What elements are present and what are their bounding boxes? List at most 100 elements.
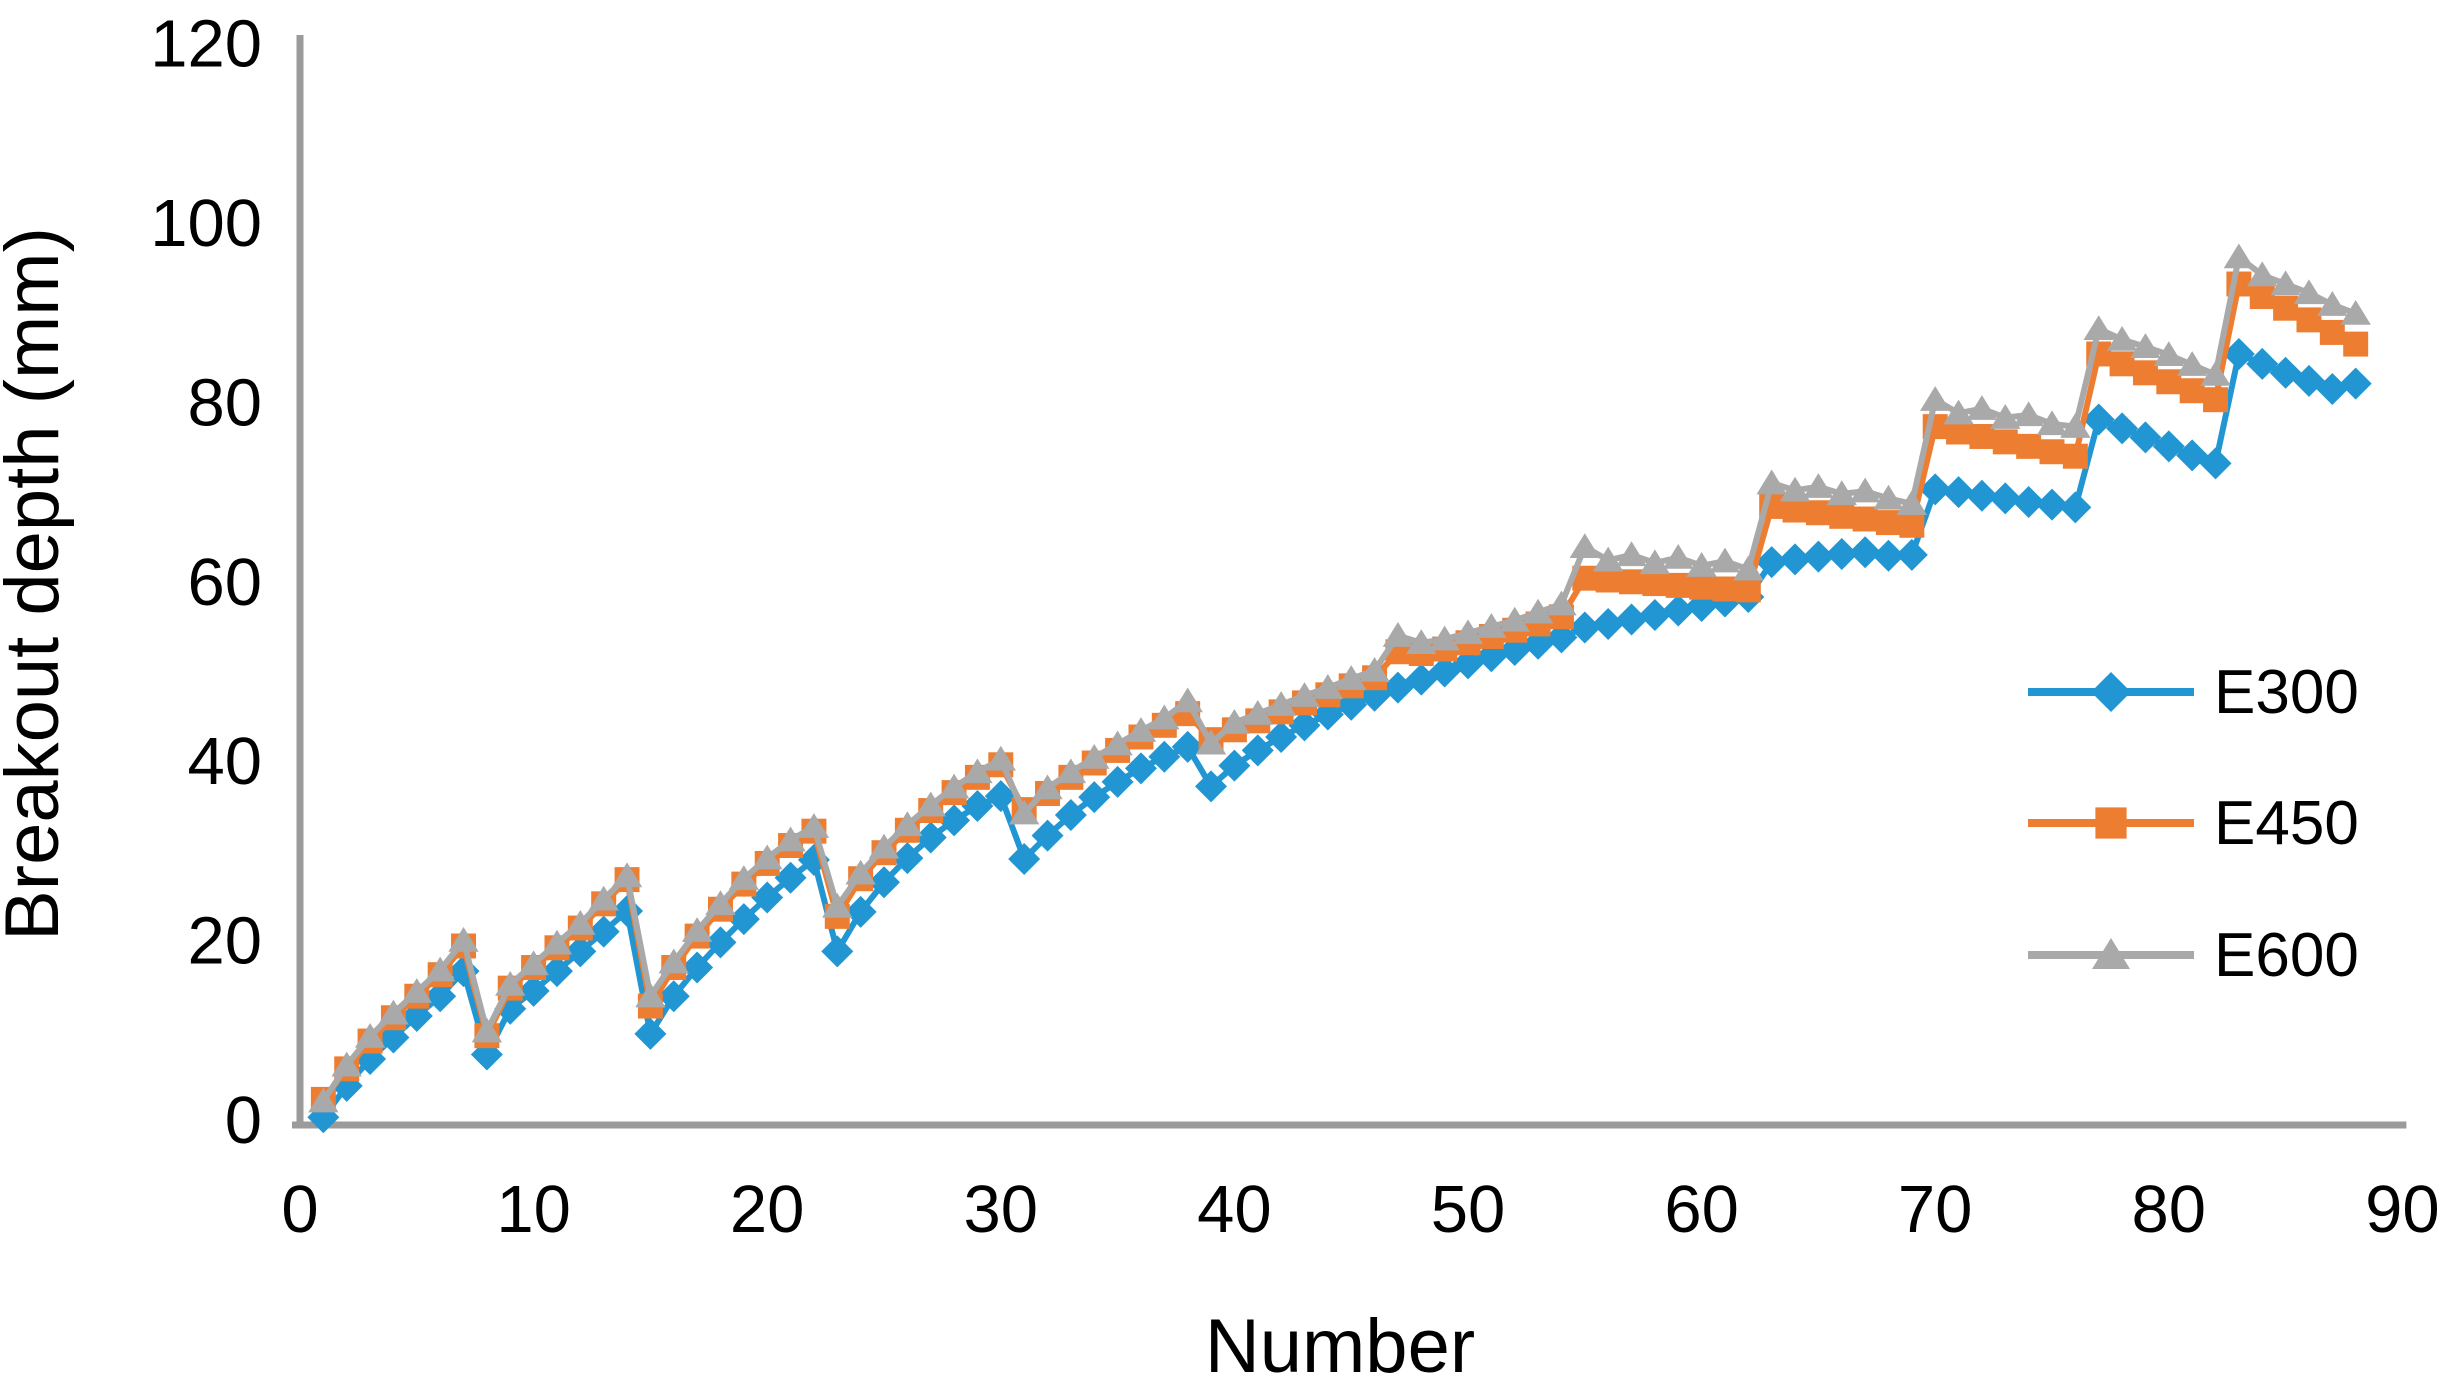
e300-diamond-marker [2036,488,2068,521]
e600-triangle-marker [845,859,876,885]
y-tick-label: 0 [225,1083,262,1158]
e450-square-marker [2249,284,2275,310]
e600-triangle-marker [1803,473,1834,498]
e600-triangle-marker [308,1087,339,1113]
e300-diamond-marker [1452,647,1484,680]
e450-square-marker [2156,369,2182,395]
e600-triangle-marker [1172,687,1203,713]
e600-triangle-marker [1265,691,1297,716]
e300-diamond-marker [1078,781,1111,814]
e300-diamond-marker [704,926,737,959]
e600-triangle-marker [2293,279,2325,305]
e300-diamond-marker [2152,430,2185,463]
e300-diamond-marker [1568,611,1601,644]
e300-diamond-marker [1965,479,1998,512]
e300-diamond-marker [564,935,597,968]
e450-square-marker [1619,569,1644,595]
y-axis-title: Breakout depth (mm) [0,227,75,941]
series-line-e600 [320,254,2357,1103]
e300-diamond-marker [751,881,784,914]
e450-square-marker [1689,574,1715,600]
e600-triangle-marker [1569,533,1600,559]
e600-triangle-marker [2060,413,2091,438]
e600-triangle-marker [1382,622,1414,647]
e300-diamond-marker [1195,770,1228,803]
e300-diamond-marker [377,1021,410,1054]
e600-triangle-marker [868,833,900,859]
e600-triangle-marker [2013,401,2044,427]
e450-square-marker [1852,506,1878,532]
e300-diamond-marker [1288,709,1321,742]
e600-triangle-marker [681,917,713,942]
e300-diamond-marker [2246,347,2279,380]
e450-square-marker [2343,331,2369,357]
x-axis-title: Number [1205,1304,1475,1389]
x-tick-label: 20 [730,1172,805,1247]
e600-triangle-marker [915,791,946,817]
e600-triangle-marker [985,745,1016,771]
legend-item-e300: E300 [2028,658,2359,727]
e600-triangle-marker [2036,410,2068,436]
e300-diamond-marker [1662,594,1695,627]
e450-square-marker [1992,429,2018,455]
legend-square-icon [2095,807,2127,839]
e600-triangle-marker [1032,774,1063,800]
e600-triangle-marker [331,1051,362,1077]
e300-diamond-marker [1592,607,1625,640]
e300-diamond-marker [984,780,1017,813]
e600-triangle-marker [1616,541,1647,567]
e300-diamond-marker [774,861,807,894]
e600-triangle-marker [1008,799,1040,825]
e600-triangle-marker [1055,758,1087,784]
e300-diamond-marker [914,821,947,854]
y-tick-label: 100 [150,186,262,261]
e300-diamond-marker [868,866,900,899]
e600-triangle-marker [1686,552,1717,577]
x-tick-label: 70 [1898,1172,1973,1247]
e450-square-marker [2039,439,2065,465]
e600-triangle-marker [424,956,456,982]
e300-diamond-marker [1779,543,1812,576]
series-line-e300 [320,350,2357,1120]
e600-triangle-marker [1125,717,1157,742]
e300-diamond-marker [2129,421,2162,454]
e600-triangle-marker [2130,333,2161,358]
legend-triangle-icon [2092,938,2130,969]
e300-diamond-marker [1755,546,1788,579]
e600-triangle-marker [588,885,619,911]
y-tick-label: 120 [150,7,262,82]
e600-triangle-marker [1219,709,1250,734]
e450-square-marker [1712,576,1738,602]
e300-diamond-marker [938,804,971,837]
e600-triangle-marker [1546,590,1577,616]
e600-triangle-marker [495,970,526,996]
e300-diamond-marker [891,842,924,875]
e600-triangle-marker [448,927,479,952]
e600-triangle-marker [1849,477,1881,503]
e300-diamond-marker [1171,730,1204,763]
e300-diamond-marker [1919,473,1952,506]
e600-triangle-marker [635,982,666,1008]
e450-square-marker [1665,572,1691,598]
e300-diamond-marker [2222,337,2255,370]
e450-square-marker [2016,433,2042,459]
e600-triangle-marker [705,890,736,916]
e600-triangle-marker [1873,484,1904,510]
e300-diamond-marker [424,980,457,1013]
y-tick-label: 20 [187,904,262,979]
e600-triangle-marker [1709,547,1741,573]
legend-label-e300: E300 [2214,658,2359,727]
series-layer [307,243,2372,1134]
e600-triangle-marker [1943,399,1974,425]
e600-triangle-marker [471,1017,503,1043]
e600-triangle-marker [1406,629,1437,654]
e300-diamond-marker [1895,538,1928,571]
e300-diamond-marker [657,980,690,1013]
e300-diamond-marker [1849,536,1882,569]
e600-triangle-marker [1312,674,1344,699]
e600-triangle-marker [1195,729,1227,755]
e450-square-marker [1805,500,1831,526]
series-e600 [308,243,2371,1113]
